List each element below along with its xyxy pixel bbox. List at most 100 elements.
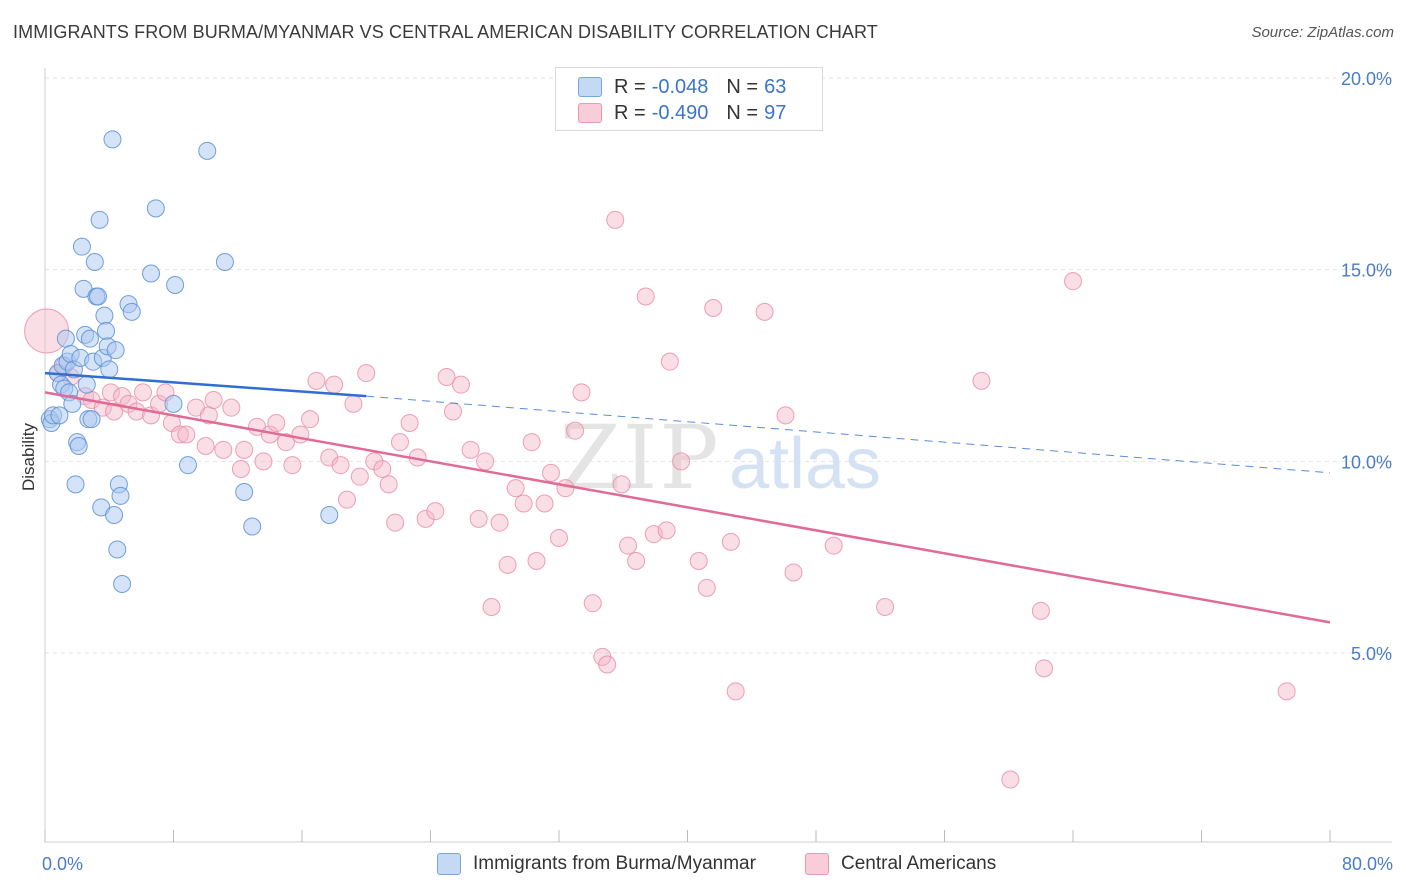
data-point-central-americans [222, 398, 241, 417]
data-point-central-americans [177, 425, 196, 444]
trend-lines [44, 371, 1331, 624]
data-point-central-americans [672, 452, 691, 471]
data-point-burma-myanmar [142, 264, 161, 283]
data-point-burma-myanmar [122, 302, 141, 321]
data-point-burma-myanmar [82, 410, 101, 429]
data-point-central-americans [550, 529, 568, 547]
data-point-central-americans [214, 440, 233, 459]
data-point-burma-myanmar [146, 199, 165, 218]
data-point-central-americans [636, 287, 655, 306]
data-point-central-americans [196, 437, 215, 455]
watermark-zip: ZIP [559, 406, 720, 509]
data-point-burma-myanmar [69, 437, 88, 455]
data-point-central-americans [522, 433, 541, 452]
data-point-burma-myanmar [66, 475, 85, 494]
axes [44, 68, 1392, 843]
data-point-central-americans [101, 383, 120, 402]
data-point-central-americans [784, 563, 803, 582]
data-point-central-americans [566, 421, 585, 440]
data-point-central-americans [276, 433, 295, 452]
legend-r-label: R = [614, 75, 646, 98]
legend-r-label: R = [614, 101, 646, 124]
data-point-central-americans [325, 375, 344, 394]
bottom-legend-swatch-pink [805, 853, 829, 875]
data-point-central-americans [1031, 601, 1050, 620]
legend: R = -0.048 N = 63 R = -0.490 N = 97 [555, 67, 823, 131]
data-point-central-americans [482, 598, 501, 616]
data-point-central-americans [461, 440, 480, 459]
data-point-central-americans [373, 460, 392, 478]
y-tick-label: 5.0% [1351, 644, 1392, 664]
data-point-burma-myanmar [95, 306, 114, 325]
legend-swatch-blue [578, 77, 602, 97]
legend-n-value: 97 [764, 101, 787, 124]
chart-title: IMMIGRANTS FROM BURMA/MYANMAR VS CENTRAL… [13, 22, 878, 42]
data-point-burma-myanmar [235, 483, 254, 501]
data-point-burma-myanmar [50, 406, 69, 425]
data-point-central-americans [113, 387, 132, 406]
legend-n-value: 63 [764, 75, 787, 98]
data-point-central-americans [416, 509, 435, 528]
data-point-central-americans [476, 452, 495, 471]
data-point-central-americans [350, 467, 369, 486]
data-point-burma-myanmar [198, 141, 217, 160]
x-tick-label: 0.0% [42, 854, 83, 874]
data-point-burma-myanmar [90, 210, 109, 229]
data-point-central-americans [660, 352, 679, 371]
tick-labels: 5.0% 10.0% 15.0% 20.0% 0.0% 80.0% [42, 69, 1393, 874]
legend-row-central: R = -0.490 N = 97 [578, 101, 786, 125]
data-point-burma-myanmar [77, 375, 96, 394]
data-point-central-americans [469, 509, 488, 528]
data-point-central-americans [283, 456, 302, 475]
bottom-legend-label: Immigrants from Burma/Myanmar [473, 853, 756, 874]
data-point-burma-myanmar [63, 394, 82, 413]
data-point-burma-myanmar [72, 237, 91, 256]
data-point-burma-myanmar [215, 253, 234, 271]
data-point-central-americans [390, 433, 409, 452]
data-point-burma-myanmar [56, 329, 75, 348]
legend-swatch-pink [578, 103, 602, 123]
data-point-central-americans [619, 536, 638, 555]
bottom-legend-central: Central Americans [805, 852, 996, 876]
trend-line-burma [44, 371, 367, 398]
data-point-central-americans [344, 394, 363, 413]
data-point-burma-myanmar [164, 394, 183, 413]
data-point-central-americans [535, 494, 554, 513]
legend-n-label: N = [726, 101, 759, 124]
data-point-central-americans [606, 210, 625, 229]
data-point-central-americans [105, 402, 124, 421]
data-point-central-americans [357, 364, 376, 383]
data-point-central-americans [133, 383, 152, 402]
y-tick-label: 20.0% [1341, 69, 1392, 89]
data-point-central-americans [204, 391, 223, 409]
data-point-central-americans [1035, 659, 1054, 678]
data-point-central-americans [1277, 682, 1296, 701]
data-point-central-americans [170, 425, 189, 444]
data-point-central-americans [657, 521, 676, 540]
bottom-legend-swatch-blue [437, 853, 461, 875]
watermark-atlas: atlas [729, 424, 881, 504]
data-point-central-americans [307, 371, 326, 390]
legend-n-label: N = [726, 75, 759, 98]
legend-r-value: -0.490 [651, 101, 709, 124]
source-label: Source: ZipAtlas.com [1251, 24, 1394, 41]
data-point-burma-myanmar [105, 506, 124, 524]
data-point-burma-myanmar [106, 341, 125, 360]
data-point-burma-myanmar [108, 540, 127, 559]
data-point-central-americans [612, 475, 631, 494]
trend-line-central-americans [44, 391, 1331, 624]
data-point-central-americans [704, 299, 723, 317]
data-point-central-americans [437, 368, 456, 386]
data-point-burma-myanmar [111, 486, 130, 505]
data-point-central-americans [231, 460, 250, 478]
data-point-burma-myanmar [100, 360, 119, 379]
series-central-americans [24, 210, 1296, 789]
data-point-central-americans [824, 536, 843, 555]
data-point-central-americans [235, 440, 254, 459]
x-tick-label: 80.0% [1342, 854, 1393, 874]
data-point-central-americans [598, 655, 617, 674]
data-point-central-americans [400, 414, 419, 432]
data-point-central-americans [498, 555, 517, 574]
data-point-burma-myanmar [97, 322, 116, 340]
data-point-central-americans [267, 414, 286, 432]
